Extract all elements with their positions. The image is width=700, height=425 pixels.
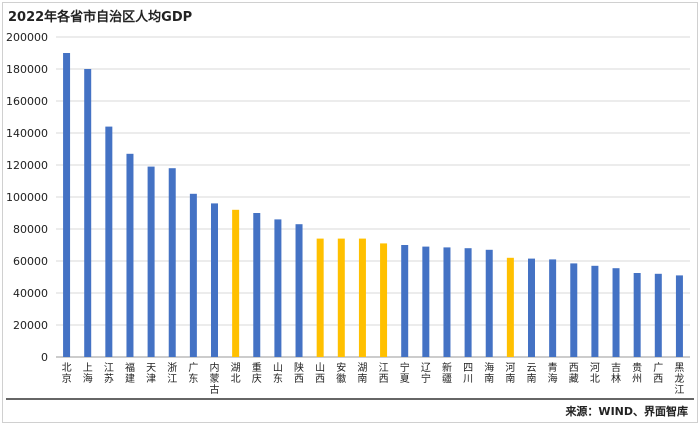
bar bbox=[295, 224, 303, 357]
x-tick-label: 福建 bbox=[125, 361, 135, 385]
x-tick-label: 江西 bbox=[379, 362, 389, 385]
x-tick-label: 西藏 bbox=[569, 363, 579, 385]
bar bbox=[105, 126, 113, 357]
bar bbox=[126, 153, 134, 357]
y-tick-label: 160000 bbox=[6, 95, 48, 108]
source-bar: 来源：WIND、界面智库 bbox=[6, 398, 694, 422]
bar bbox=[570, 263, 578, 357]
bar bbox=[316, 238, 324, 357]
bar bbox=[591, 265, 599, 357]
bar bbox=[422, 246, 430, 357]
bar bbox=[63, 53, 71, 357]
bar bbox=[274, 219, 282, 357]
x-tick-label: 吉林 bbox=[611, 362, 621, 385]
x-tick-label: 广西 bbox=[653, 362, 663, 385]
bar bbox=[464, 248, 472, 357]
x-tick-label: 天津 bbox=[146, 363, 156, 385]
x-tick-label: 北京 bbox=[62, 362, 72, 385]
bar bbox=[485, 249, 493, 357]
bar bbox=[168, 168, 176, 357]
bar bbox=[358, 238, 366, 357]
x-tick-label: 山东 bbox=[273, 362, 283, 385]
bar bbox=[612, 268, 620, 357]
y-tick-label: 200000 bbox=[6, 31, 48, 44]
bar bbox=[380, 243, 388, 357]
x-tick-label: 宁夏 bbox=[400, 361, 410, 385]
bar bbox=[253, 213, 261, 357]
bar bbox=[401, 245, 409, 357]
bar bbox=[189, 193, 197, 357]
bar bbox=[211, 203, 218, 357]
x-tick-label: 黑龙江 bbox=[674, 362, 684, 396]
y-tick-label: 40000 bbox=[13, 287, 48, 300]
bar bbox=[232, 209, 240, 357]
y-tick-label: 120000 bbox=[6, 159, 48, 172]
x-tick-label: 贵州 bbox=[632, 361, 642, 385]
bar-chart: 0 20000 40000 60000 80000 100000 120000 140000 1… bbox=[6, 31, 690, 396]
y-tick-label: 100000 bbox=[6, 191, 48, 204]
x-tick-label: 陕西 bbox=[294, 361, 304, 385]
bar bbox=[675, 275, 683, 357]
x-tick-label: 江苏 bbox=[104, 362, 114, 385]
source-note: 来源：WIND、界面智库 bbox=[565, 405, 688, 418]
x-tick-label: 河南 bbox=[505, 362, 515, 385]
bar bbox=[654, 273, 662, 357]
x-tick-label: 云南 bbox=[527, 363, 537, 385]
chart-title: 2022年各省市自治区人均GDP bbox=[8, 10, 193, 25]
y-tick-label: 80000 bbox=[13, 223, 48, 236]
y-tick-label: 60000 bbox=[13, 255, 48, 268]
x-tick-label: 重庆 bbox=[252, 361, 262, 385]
bar bbox=[528, 258, 535, 357]
x-tick-label: 内蒙古 bbox=[210, 361, 220, 396]
bar bbox=[549, 259, 557, 357]
x-tick-label: 河北 bbox=[590, 362, 600, 385]
x-tick-label: 浙江 bbox=[167, 362, 177, 385]
x-tick-label: 湖北 bbox=[231, 362, 241, 385]
bar bbox=[506, 257, 514, 357]
bar bbox=[147, 166, 155, 357]
bar bbox=[633, 273, 641, 357]
x-tick-label: 山西 bbox=[315, 362, 325, 385]
bar bbox=[443, 247, 451, 357]
x-tick-label: 青海 bbox=[548, 361, 558, 385]
x-tick-label: 湖南 bbox=[357, 362, 367, 385]
bar bbox=[84, 69, 92, 357]
x-tick-label: 辽宁 bbox=[421, 362, 431, 385]
x-tick-label: 上海 bbox=[83, 362, 93, 385]
y-tick-label: 180000 bbox=[6, 63, 48, 76]
y-tick-label: 20000 bbox=[13, 319, 48, 332]
x-tick-label: 海南 bbox=[484, 361, 494, 385]
y-tick-label: 0 bbox=[41, 351, 48, 364]
x-tick-label: 广东 bbox=[188, 362, 198, 385]
y-tick-label: 140000 bbox=[6, 127, 48, 140]
x-tick-label: 安徽 bbox=[336, 361, 346, 385]
x-tick-label: 新疆 bbox=[442, 361, 452, 385]
bar bbox=[337, 238, 345, 357]
x-tick-label: 四川 bbox=[463, 363, 473, 385]
